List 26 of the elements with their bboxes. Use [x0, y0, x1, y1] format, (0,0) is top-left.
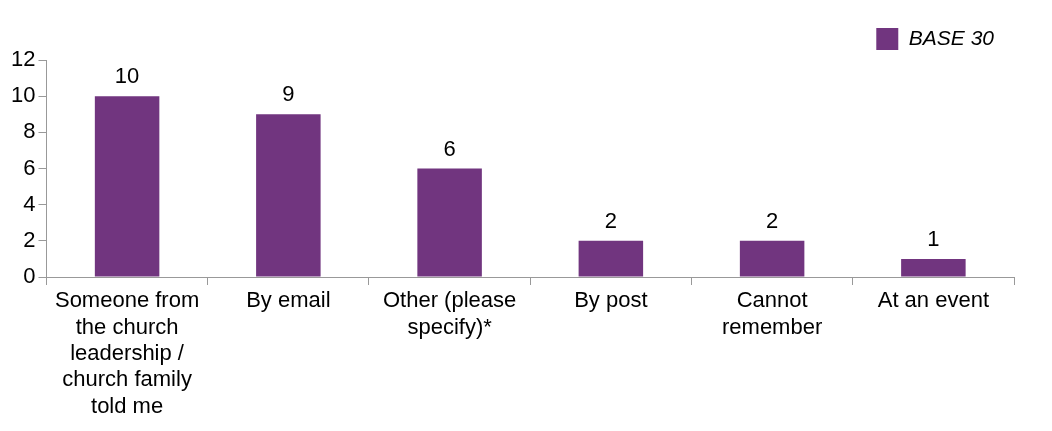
- x-tick-label: Cannot remember: [721, 287, 823, 339]
- data-label: 9: [282, 81, 295, 107]
- y-tick-label: 8: [23, 118, 36, 144]
- bar: [901, 258, 966, 277]
- y-tick-label: 0: [23, 263, 36, 289]
- data-label: 6: [443, 135, 456, 161]
- x-tick-label: Someone from the church leadership / church family told me: [54, 287, 200, 418]
- x-tick-label: Other (please specify)*: [382, 287, 517, 339]
- x-tick-label: By post: [574, 287, 648, 313]
- bar: [739, 240, 805, 277]
- y-tick-label: 12: [10, 46, 36, 72]
- data-label: 2: [604, 207, 617, 233]
- y-tick-label: 4: [23, 190, 36, 216]
- bar: [256, 114, 321, 277]
- y-tick-label: 2: [23, 226, 36, 252]
- bar: [578, 240, 644, 277]
- y-tick-label: 6: [23, 154, 36, 180]
- bar: [417, 168, 482, 277]
- data-label: 1: [927, 225, 940, 251]
- x-tick-label: At an event: [877, 287, 990, 313]
- data-label: 10: [114, 63, 140, 89]
- bar: [94, 96, 160, 277]
- y-tick-label: 10: [10, 82, 36, 108]
- data-label: 2: [765, 207, 779, 233]
- legend-label: BASE 30: [908, 25, 995, 49]
- x-tick-label: By email: [246, 287, 331, 313]
